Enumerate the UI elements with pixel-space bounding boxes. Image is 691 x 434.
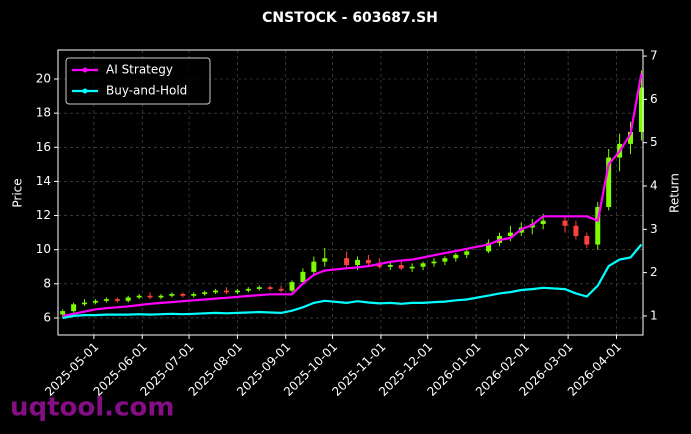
candle-body — [464, 251, 470, 255]
candle-body — [409, 266, 415, 269]
candle-body — [573, 225, 579, 237]
candle-body — [420, 263, 426, 267]
candle-body — [431, 261, 437, 264]
candle-body — [103, 299, 109, 301]
y2-tick-label: 5 — [650, 135, 658, 149]
candle-body — [147, 295, 153, 298]
y-axis-label: Price — [11, 178, 25, 207]
candle-body — [507, 232, 513, 237]
candle-body — [606, 157, 612, 208]
y-tick-label: 18 — [36, 106, 51, 120]
candle-body — [60, 311, 66, 315]
candle-body — [256, 287, 262, 289]
legend-marker — [82, 67, 88, 73]
plot-frame — [57, 49, 644, 336]
candle-body — [442, 258, 448, 262]
legend-box — [65, 57, 211, 105]
candle-body — [628, 131, 634, 144]
y2-tick-label: 1 — [650, 308, 658, 322]
line-series — [62, 73, 643, 317]
candle-body — [398, 265, 404, 269]
y-tick-label: 8 — [43, 276, 51, 290]
candle-body — [595, 207, 601, 245]
candle-body — [540, 220, 546, 225]
y-tick-label: 20 — [36, 72, 51, 86]
candle-body — [71, 304, 77, 312]
candle-body — [267, 287, 273, 289]
candle-body — [638, 87, 644, 132]
legend-marker — [82, 88, 88, 94]
watermark: uqtool.com — [10, 393, 174, 423]
y-tick-label: 6 — [43, 310, 51, 324]
candle-body — [322, 258, 328, 262]
candle-body — [125, 297, 131, 301]
candle-body — [234, 290, 240, 293]
candle-body — [180, 294, 186, 296]
candle-body — [245, 288, 251, 291]
y2-tick-label: 4 — [650, 179, 658, 193]
candle-body — [92, 300, 98, 303]
y-tick-label: 12 — [36, 208, 51, 222]
candle-body — [486, 242, 492, 252]
candle-body — [365, 259, 371, 264]
y2-tick-label: 2 — [650, 265, 658, 279]
chart-title: CNSTOCK - 603687.SH — [262, 10, 438, 26]
candle-body — [202, 292, 208, 295]
y2-tick-label: 6 — [650, 92, 658, 106]
candle-body — [300, 271, 306, 283]
y-tick-label: 10 — [36, 242, 51, 256]
legend-label: Buy-and-Hold — [106, 84, 187, 98]
candle-body — [584, 236, 590, 245]
candle-body — [82, 302, 88, 305]
candle-body — [158, 295, 164, 298]
candle-body — [311, 261, 317, 272]
candle-body — [223, 290, 229, 293]
y2-tick-label: 7 — [650, 49, 658, 63]
y-tick-label: 14 — [36, 174, 51, 188]
candle-body — [289, 282, 295, 291]
line-series — [62, 243, 643, 320]
candle-body — [387, 265, 393, 267]
candle-body — [191, 294, 197, 296]
candle-body — [562, 220, 568, 226]
y-tick-label: 16 — [36, 140, 51, 154]
candle-body — [453, 254, 459, 259]
candle-body — [278, 288, 284, 291]
y2-axis-label: Return — [668, 173, 682, 213]
candle-body — [114, 299, 120, 301]
candle-body — [355, 259, 361, 266]
candle-body — [344, 258, 350, 266]
candle-body — [213, 290, 219, 293]
candle-body — [169, 294, 175, 296]
y2-tick-label: 3 — [650, 222, 658, 236]
candle-body — [136, 295, 142, 298]
legend-label: AI Strategy — [106, 63, 173, 77]
